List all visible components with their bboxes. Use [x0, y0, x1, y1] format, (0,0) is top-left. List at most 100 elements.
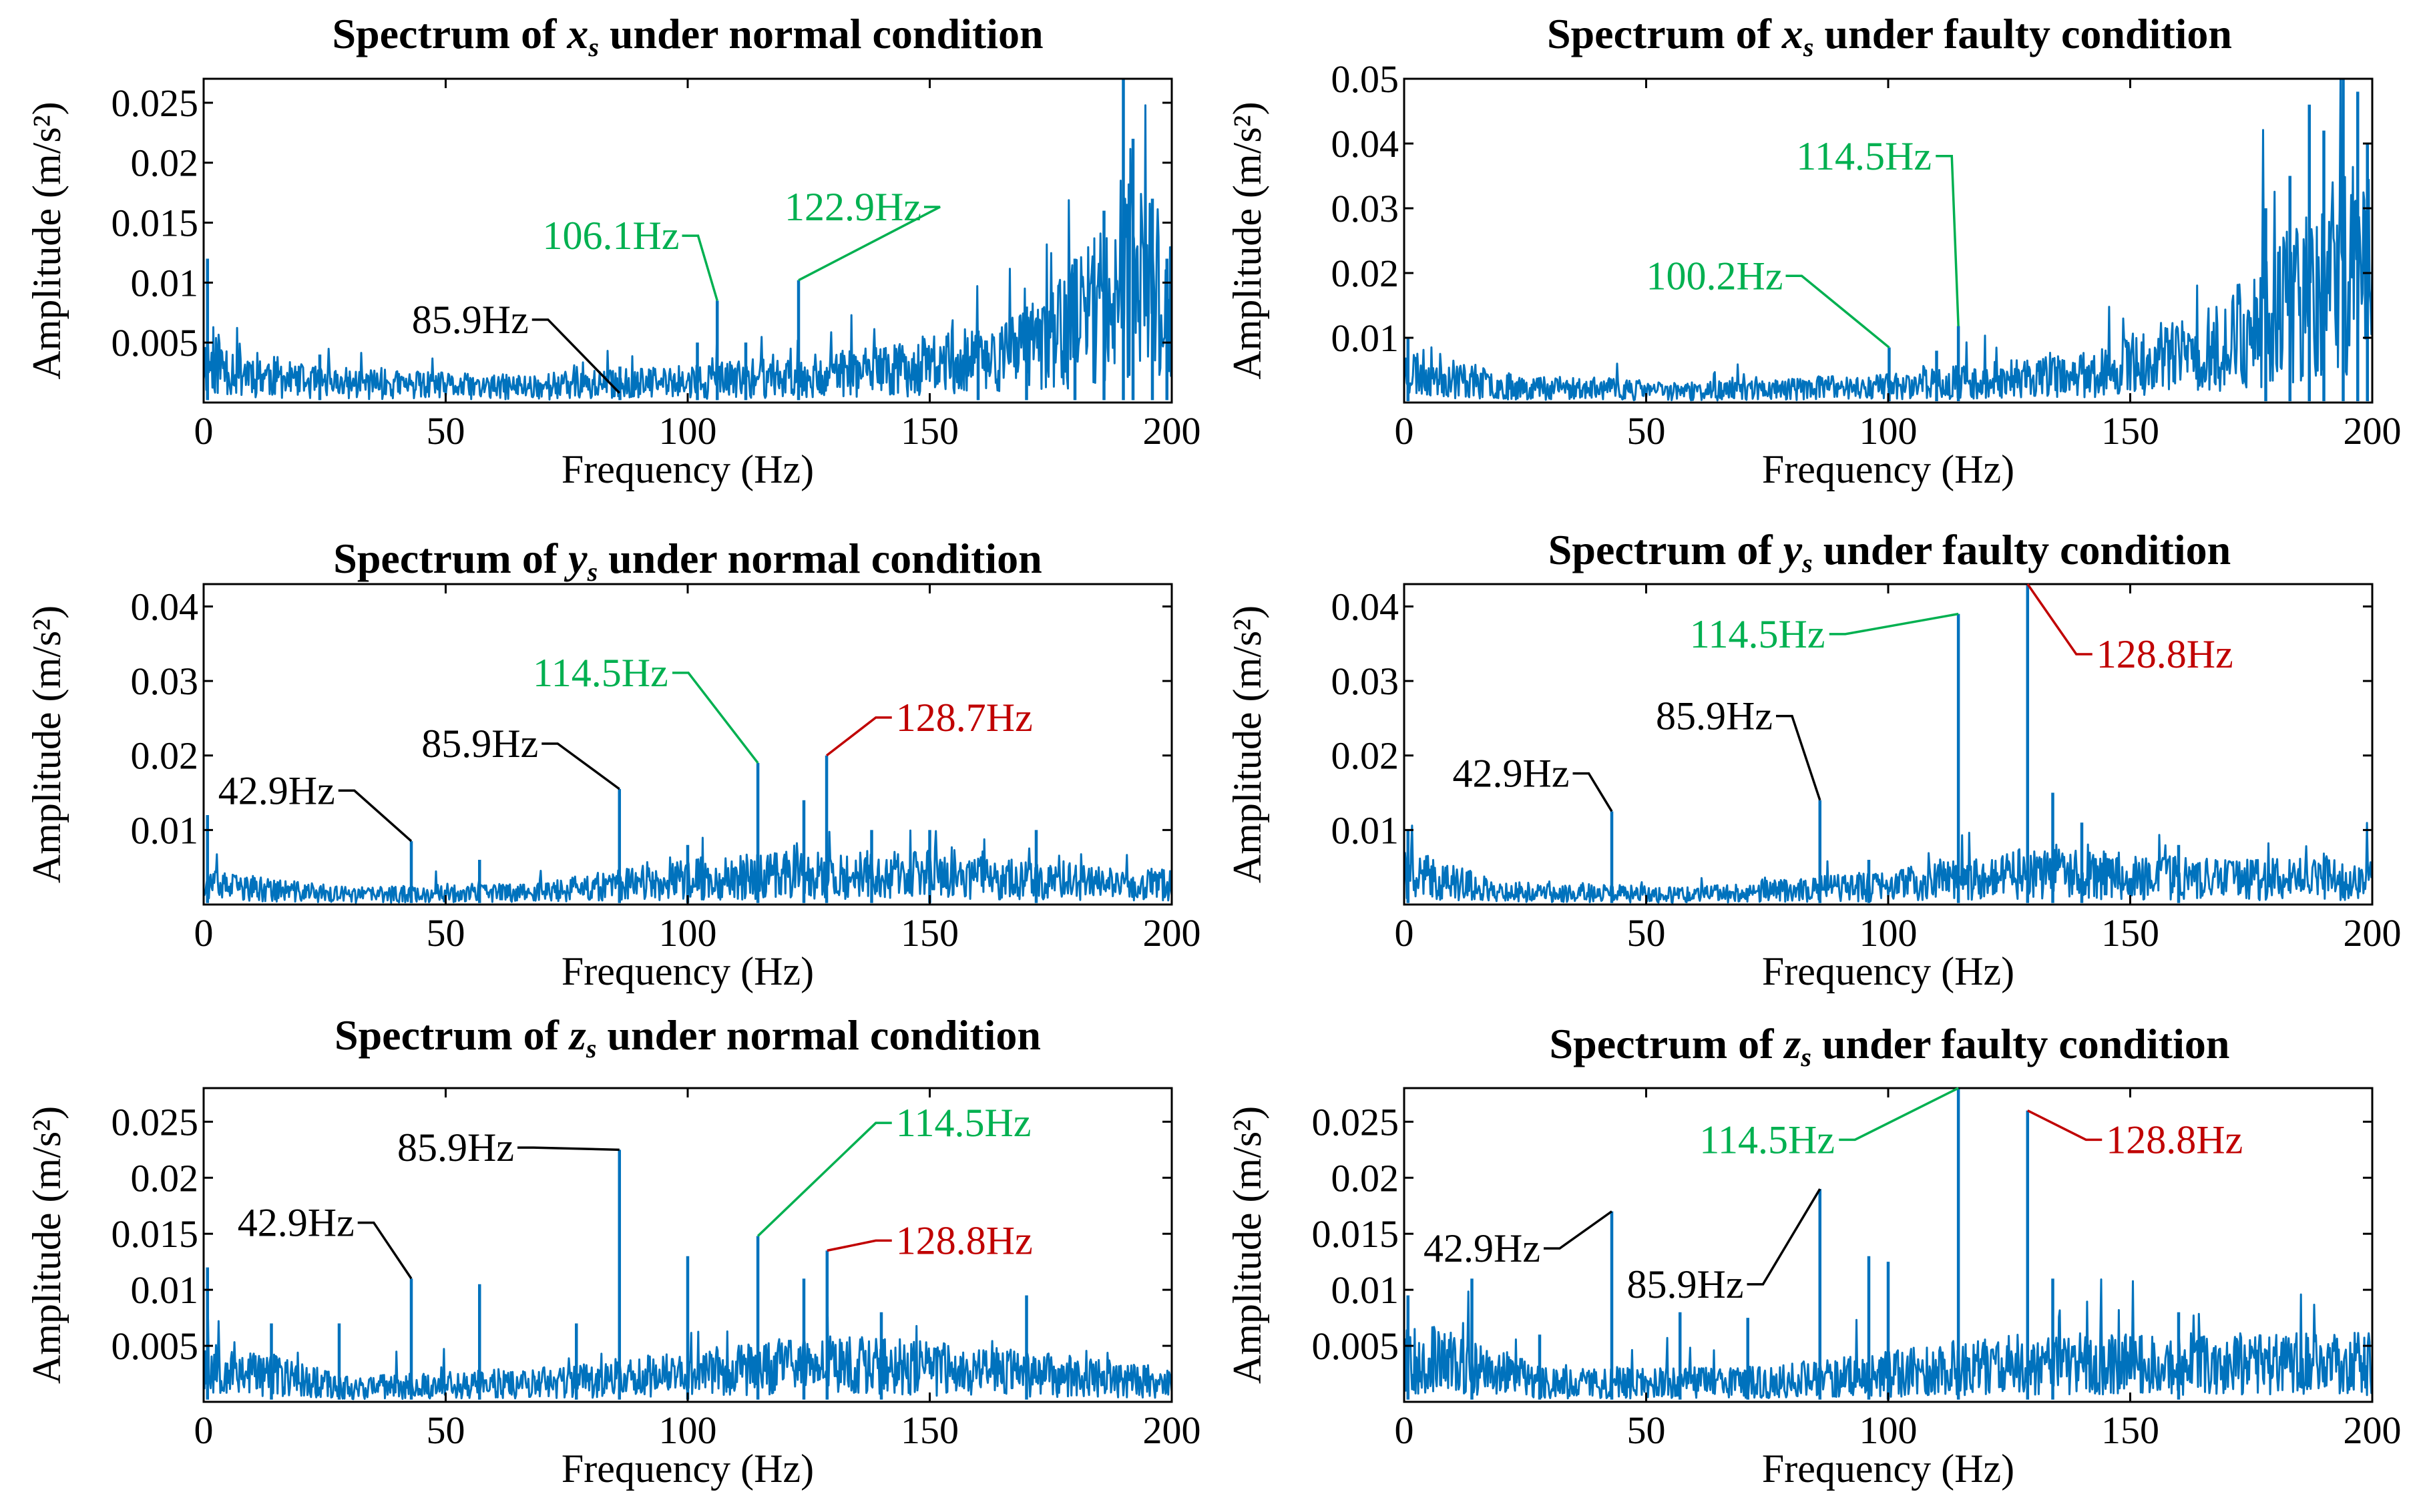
peak-annotation-label: 85.9Hz [397, 1125, 514, 1170]
annotation-leader-line [1829, 612, 1959, 636]
peak-annotation-label: 114.5Hz [1690, 612, 1825, 656]
y-tick-label: 0.04 [131, 585, 199, 628]
x-tick-label: 150 [901, 1409, 959, 1452]
y-tick-label: 0.025 [112, 81, 199, 125]
chart-zs-normal: Spectrum of zs under normal condition 0 50… [25, 1011, 1201, 1491]
x-tick-label: 50 [1627, 409, 1666, 453]
y-tick-label: 0.02 [1331, 1156, 1399, 1200]
y-tick-label: 0.015 [112, 1212, 199, 1256]
annotation-leader-line [1544, 1210, 1613, 1250]
x-tick-label: 100 [1859, 911, 1918, 955]
x-tick-label: 0 [1395, 1409, 1414, 1452]
y-tick-label: 0.005 [112, 321, 199, 364]
x-tick-label: 50 [427, 409, 465, 453]
spectrum-line [202, 104, 1173, 401]
annotation-leader-line [1839, 1087, 1959, 1142]
y-tick-label: 0.015 [1312, 1212, 1399, 1256]
x-tick-label: 100 [1859, 1409, 1918, 1452]
y-tick-label: 0.025 [1312, 1100, 1399, 1144]
annotation-leader-line [682, 234, 718, 301]
chart-title: Spectrum of xs under faulty condition [1547, 10, 2232, 62]
y-tick-label: 0.02 [131, 142, 199, 185]
chart-title: Spectrum of ys under normal condition [333, 535, 1042, 587]
x-tick-label: 50 [427, 911, 465, 955]
y-tick-label: 0.02 [1331, 734, 1399, 778]
x-tick-label: 200 [2344, 1409, 2402, 1452]
chart-xs-normal: Spectrum of xs under normal condition 0 50… [25, 10, 1201, 491]
x-tick-label: 200 [1143, 1409, 1201, 1452]
x-tick-label: 150 [2101, 911, 2159, 955]
y-axis-label: Amplitude (m/s²) [1225, 1106, 1269, 1384]
annotation-leader-line [1776, 714, 1821, 801]
y-axis-label: Amplitude (m/s²) [25, 1106, 69, 1384]
peak-annotation-label: 42.9Hz [1453, 752, 1570, 796]
y-tick-label: 0.04 [1331, 585, 1399, 628]
x-tick-label: 0 [194, 911, 214, 955]
y-tick-label: 0.01 [131, 1268, 199, 1312]
annotation-leader-line [2027, 1109, 2103, 1142]
annotation-leader-line [1785, 274, 1890, 348]
x-axis-label: Frequency (Hz) [562, 949, 814, 993]
chart-ys-faulty: Spectrum of ys under faulty condition 0 50… [1225, 526, 2402, 993]
x-tick-label: 100 [659, 911, 717, 955]
annotation-leader-line [1572, 772, 1613, 812]
y-tick-label: 0.02 [1331, 252, 1399, 295]
annotation-leader-line [827, 1239, 892, 1252]
y-axis-label: Amplitude (m/s²) [25, 101, 69, 379]
annotation-leader-line [541, 742, 620, 790]
annotation-leader-line [1747, 1188, 1821, 1286]
y-tick-label: 0.01 [1331, 1268, 1399, 1312]
annotation-leader-line [798, 206, 941, 282]
annotation-leader-line [672, 672, 759, 764]
peak-annotation-label: 114.5Hz [896, 1101, 1032, 1145]
chart-ys-normal: Spectrum of ys under normal condition 0 50… [25, 535, 1201, 993]
y-tick-label: 0.03 [1331, 187, 1399, 230]
peak-annotation-label: 42.9Hz [238, 1201, 355, 1245]
peak-annotation-label: 100.2Hz [1646, 254, 1783, 298]
chart-title: Spectrum of zs under faulty condition [1550, 1020, 2230, 1072]
y-tick-label: 0.025 [112, 1100, 199, 1144]
x-axis-label: Frequency (Hz) [1762, 447, 2014, 491]
y-tick-label: 0.03 [131, 660, 199, 703]
peak-annotation-label: 85.9Hz [421, 722, 538, 766]
y-axis-label: Amplitude (m/s²) [25, 605, 69, 883]
y-axis-label: Amplitude (m/s²) [1225, 101, 1269, 379]
x-axis-label: Frequency (Hz) [1762, 949, 2014, 993]
x-tick-label: 200 [2344, 911, 2402, 955]
peak-annotation-label: 128.8Hz [2106, 1117, 2243, 1162]
x-tick-label: 50 [1627, 1409, 1666, 1452]
x-tick-label: 150 [901, 409, 959, 453]
y-tick-label: 0.005 [112, 1324, 199, 1368]
peak-annotation-label: 114.5Hz [1699, 1117, 1835, 1162]
y-tick-label: 0.01 [1331, 808, 1399, 852]
peak-annotation-label: 85.9Hz [412, 298, 529, 342]
y-tick-label: 0.01 [131, 261, 199, 304]
peak-annotation-label: 128.8Hz [896, 1218, 1033, 1262]
peak-annotation-label: 42.9Hz [218, 768, 335, 812]
y-tick-label: 0.005 [1312, 1324, 1399, 1368]
annotation-leader-line [517, 1146, 620, 1152]
y-tick-label: 0.02 [131, 734, 199, 778]
annotation-leader-line [826, 716, 892, 757]
x-tick-label: 50 [427, 1409, 465, 1452]
y-tick-label: 0.02 [131, 1156, 199, 1200]
chart-title: Spectrum of zs under normal condition [335, 1011, 1041, 1063]
peak-annotation-label: 106.1Hz [543, 214, 680, 258]
y-tick-label: 0.01 [131, 808, 199, 852]
x-axis-label: Frequency (Hz) [562, 1447, 814, 1491]
x-tick-label: 100 [1859, 409, 1918, 453]
peak-annotation-label: 122.9Hz [785, 185, 921, 229]
y-tick-label: 0.03 [1331, 660, 1399, 703]
chart-xs-faulty: Spectrum of xs under faulty condition 0 50… [1225, 10, 2402, 491]
x-tick-label: 0 [194, 1409, 214, 1452]
x-tick-label: 100 [659, 1409, 717, 1452]
x-tick-label: 100 [659, 409, 717, 453]
x-tick-label: 0 [194, 409, 214, 453]
y-tick-label: 0.05 [1331, 57, 1399, 101]
chart-title: Spectrum of xs under normal condition [332, 10, 1043, 62]
x-tick-label: 0 [1395, 409, 1414, 453]
peak-annotation-label: 128.8Hz [2097, 632, 2233, 676]
x-tick-label: 150 [901, 911, 959, 955]
annotation-leader-line [531, 318, 621, 394]
